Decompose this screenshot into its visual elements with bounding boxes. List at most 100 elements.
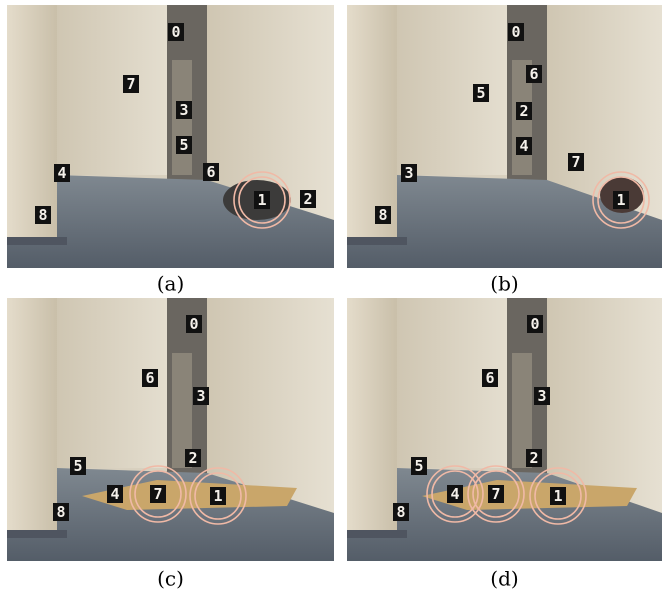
track-circle (597, 176, 645, 224)
label-box (488, 485, 504, 503)
label-box (123, 75, 139, 93)
back-wall (397, 298, 517, 468)
track-label: 4 (519, 137, 528, 155)
door (172, 353, 192, 468)
track-label: 5 (414, 457, 423, 475)
label-box (534, 387, 550, 405)
track-label: 2 (303, 190, 312, 208)
track-label: 0 (530, 315, 539, 333)
label-box (176, 101, 192, 119)
track-label: 4 (110, 485, 119, 503)
label-box (401, 164, 417, 182)
panel: 0 6 3 2 5 4 7 1 8 (7, 298, 334, 561)
label-box (35, 206, 51, 224)
label-box (54, 164, 70, 182)
label-box (526, 65, 542, 83)
track-label: 8 (378, 206, 387, 224)
baseboard (7, 530, 67, 538)
track-circle (134, 470, 182, 518)
track-circle (129, 465, 187, 523)
label-box (526, 449, 542, 467)
track-label: 8 (56, 503, 65, 521)
track-label: 6 (529, 65, 538, 83)
track-circle (189, 467, 247, 525)
back-wall (57, 5, 177, 175)
track-label: 6 (145, 369, 154, 387)
track-label: 4 (450, 485, 459, 503)
track-label: 3 (179, 101, 188, 119)
track-label: 3 (196, 387, 205, 405)
track-label: 6 (485, 369, 494, 387)
back-wall (57, 298, 177, 468)
track-label: 2 (529, 449, 538, 467)
track-circle (426, 465, 484, 523)
track-circle (472, 470, 520, 518)
label-box (150, 485, 166, 503)
track-label: 2 (519, 102, 528, 120)
track-circle (592, 171, 650, 229)
track-circle (233, 171, 291, 229)
track-circle (467, 465, 525, 523)
track-label: 5 (476, 84, 485, 102)
left-pillar (347, 298, 397, 538)
track-circle (534, 472, 582, 520)
track-label: 0 (189, 315, 198, 333)
label-box (550, 487, 566, 505)
baseboard (347, 530, 407, 538)
track-label: 7 (491, 485, 500, 503)
left-pillar (7, 298, 57, 538)
track-label: 7 (126, 75, 135, 93)
track-label: 0 (511, 23, 520, 41)
track-label: 1 (616, 191, 625, 209)
label-box (168, 23, 184, 41)
panel: 0 7 3 5 4 6 1 2 8 (7, 5, 334, 268)
panel: 0 6 5 2 4 7 3 1 8 (347, 5, 662, 268)
track-label: 5 (73, 457, 82, 475)
label-box (193, 387, 209, 405)
caption: (c) (157, 567, 184, 591)
right-wall (547, 298, 662, 513)
label-box (176, 136, 192, 154)
track-label: 4 (57, 164, 66, 182)
caption: (b) (490, 272, 518, 296)
label-box (568, 153, 584, 171)
label-box (254, 191, 270, 209)
door (512, 353, 532, 468)
label-box (300, 190, 316, 208)
label-box (508, 23, 524, 41)
label-box (107, 485, 123, 503)
label-box (447, 485, 463, 503)
track-circle (431, 470, 479, 518)
label-box (482, 369, 498, 387)
track-label: 1 (213, 487, 222, 505)
label-box (70, 457, 86, 475)
track-circle (529, 467, 587, 525)
label-box (210, 487, 226, 505)
label-box (53, 503, 69, 521)
floor (347, 175, 662, 268)
label-box (613, 191, 629, 209)
label-box (393, 503, 409, 521)
label-box (185, 449, 201, 467)
right-wall (207, 298, 334, 513)
label-box (186, 315, 202, 333)
track-label: 6 (206, 163, 215, 181)
caption: (d) (490, 567, 518, 591)
track-label: 3 (404, 164, 413, 182)
track-label: 0 (171, 23, 180, 41)
label-box (527, 315, 543, 333)
label-box (375, 206, 391, 224)
right-wall (207, 5, 334, 220)
left-pillar (347, 5, 397, 245)
track-label: 8 (38, 206, 47, 224)
baseboard (347, 237, 407, 245)
track-label: 5 (179, 136, 188, 154)
baseboard (7, 237, 67, 245)
caption: (a) (157, 272, 185, 296)
left-pillar (7, 5, 57, 245)
panel: 0 6 3 2 5 4 7 1 8 (347, 298, 662, 561)
track-label: 7 (153, 485, 162, 503)
track-circle (238, 176, 286, 224)
label-box (516, 102, 532, 120)
